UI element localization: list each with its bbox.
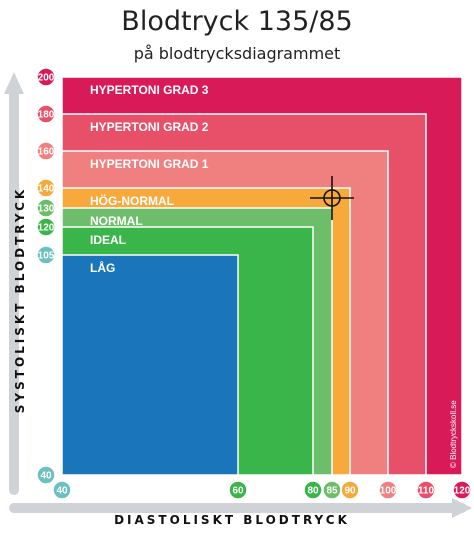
y-tick-label: 130 [38, 204, 55, 215]
band-label: HYPERTONI GRAD 1 [90, 157, 209, 171]
x-axis-title: DIASTOLISKT BLODTRYCK [114, 513, 350, 527]
x-tick-badge [452, 480, 472, 500]
band-label: IDEAL [90, 233, 126, 247]
y-tick-label: 140 [38, 184, 55, 195]
y-tick-label: 180 [38, 110, 55, 121]
y-tick-badge [36, 178, 56, 198]
chart-title: Blodtryck 135/85 [121, 6, 353, 37]
y-tick-badge [36, 104, 56, 124]
band-l-g [61, 254, 239, 476]
y-axis-arrow-icon [4, 72, 24, 94]
y-tick-label: 160 [38, 147, 55, 158]
y-tick-label: 120 [38, 223, 55, 234]
band-label: NORMAL [90, 214, 143, 228]
y-tick-label: 105 [38, 251, 55, 262]
crosshair-marker-icon [323, 189, 341, 207]
y-tick-label: 40 [40, 471, 52, 482]
y-tick-badge [36, 217, 56, 237]
y-tick-badge [36, 465, 56, 485]
credit-text: © Blodtryckskoll.se [449, 400, 458, 468]
band-label: HYPERTONI GRAD 3 [90, 83, 209, 97]
x-tick-label: 60 [232, 486, 244, 497]
x-axis-arrow-icon [452, 498, 472, 518]
y-axis-title: SYSTOLISKT BLODTRYCK [13, 187, 27, 413]
x-tick-badge [303, 480, 323, 500]
x-tick-badge [378, 480, 398, 500]
x-tick-label: 80 [307, 486, 319, 497]
y-tick-badge [36, 245, 56, 265]
y-tick-badge [36, 141, 56, 161]
y-tick-badge [36, 67, 56, 87]
x-tick-badge [228, 480, 248, 500]
x-tick-badge [340, 480, 360, 500]
x-tick-label: 85 [326, 486, 338, 497]
y-tick-badge [36, 198, 56, 218]
x-tick-label: 110 [418, 486, 435, 497]
y-tick-label: 200 [38, 73, 55, 84]
x-tick-label: 90 [344, 486, 356, 497]
x-tick-badge [52, 480, 72, 500]
x-tick-badge [416, 480, 436, 500]
band-label: LÅG [90, 260, 115, 275]
x-tick-label: 100 [380, 486, 397, 497]
x-tick-label: 120 [454, 486, 471, 497]
band-label: HYPERTONI GRAD 2 [90, 120, 209, 134]
chart-subtitle: på blodtrycksdiagrammet [133, 44, 341, 63]
x-tick-label: 40 [56, 486, 68, 497]
band-label: HÖG-NORMAL [90, 193, 174, 208]
axis-frame [9, 85, 467, 513]
